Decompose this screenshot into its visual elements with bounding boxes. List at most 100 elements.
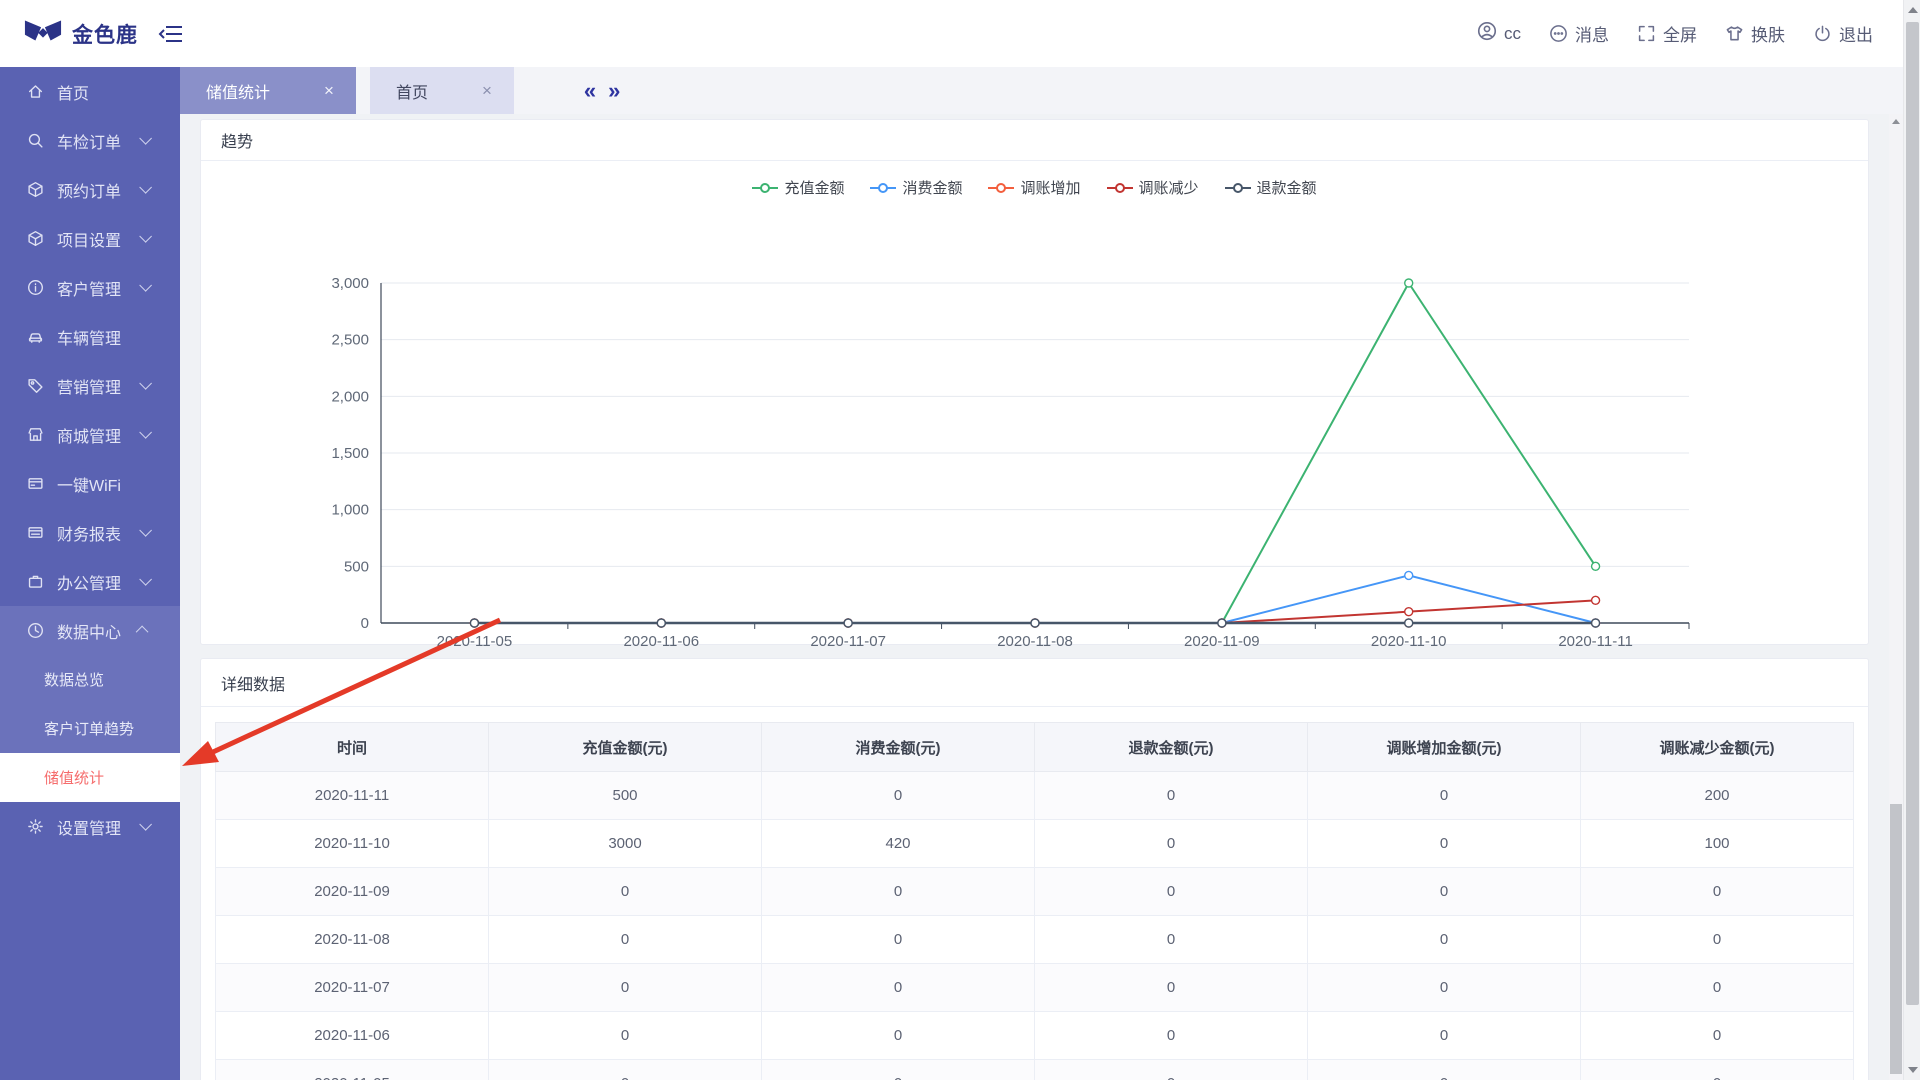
table-cell: 2020-11-07 [215,963,489,1012]
window-scrollbar-thumb[interactable] [1906,22,1919,1005]
sidebar-item-finance-reports[interactable]: 财务报表 [0,508,180,557]
data-point [1404,570,1414,581]
trend-card: 趋势 充值金额 消费金额 调账增加 调账减少 退款金额 0 500 1,000 1,500 2,… [200,119,1869,650]
sidebar-item-marketing-mgmt[interactable]: 营销管理 [0,361,180,410]
legend-item-0[interactable]: 充值金额 [752,177,844,198]
sidebar-item-vehicle-mgmt[interactable]: 车辆管理 [0,312,180,361]
legend-label: 调账减少 [1138,180,1199,197]
table-row: 2020-11-11 500 0 0 0 200 [215,771,1854,820]
briefcase-icon [28,575,43,588]
table-cell: 0 [1034,867,1308,916]
tab-bar: 储值统计 × 首页 × «» [180,67,1903,114]
header-action-logout[interactable]: 退出 [1813,21,1873,46]
data-icon [28,623,43,638]
sidebar-subitem-customer-order-trend[interactable]: 客户订单趋势 [0,704,180,753]
x-tick-label: 2020-11-08 [997,633,1073,650]
sidebar-subitem-data-overview[interactable]: 数据总览 [0,655,180,704]
chevron-up-icon [135,625,149,639]
tab-nav: «» [584,67,621,114]
sidebar-item-label: 财务报表 [57,526,122,544]
user-name: cc [1504,23,1521,43]
table-cell: 0 [1307,963,1581,1012]
tabs-scroll-right[interactable]: » [608,77,621,103]
scroll-up-arrow-icon[interactable] [1892,119,1900,124]
sidebar-item-customer-mgmt[interactable]: 客户管理 [0,263,180,312]
chevron-down-icon [139,230,152,243]
table-header-cell: 充值金额(元) [488,722,762,772]
sidebar-item-label: 预约订单 [57,183,122,201]
sidebar-item-booking-orders[interactable]: 预约订单 [0,165,180,214]
table-cell: 0 [488,1011,762,1060]
logo: 金色鹿 [24,16,184,51]
table-cell: 0 [488,1059,762,1080]
table-cell: 0 [1307,819,1581,868]
header-action-theme[interactable]: 换肤 [1725,21,1785,46]
tab-close-icon[interactable]: × [481,81,492,100]
sidebar-subitem-stored-value-stats[interactable]: 储值统计 [0,753,180,802]
legend-label: 退款金额 [1256,180,1317,197]
sidebar-item-home[interactable]: 首页 [0,67,180,116]
data-point [1404,618,1414,628]
table-header-cell: 时间 [215,722,489,772]
table-row: 2020-11-09 0 0 0 0 0 [215,867,1854,916]
sidebar-item-label: 一键WiFi [57,477,121,495]
tabs-scroll-left[interactable]: « [583,77,597,103]
table-cell: 2020-11-09 [215,867,489,916]
user-menu[interactable]: cc [1477,21,1521,46]
legend-marker [870,182,897,193]
chevron-down-icon [139,426,152,439]
x-tick-label: 2020-11-10 [1371,633,1447,650]
window-scrollbar[interactable] [1903,0,1920,1080]
tab-home[interactable]: 首页 × [369,67,514,114]
table-cell: 0 [1034,1011,1308,1060]
table-row: 2020-11-07 0 0 0 0 0 [215,963,1854,1012]
sidebar-item-label: 数据中心 [57,624,122,642]
sidebar-subitem-label: 数据总览 [44,672,105,689]
legend-item-3[interactable]: 调账减少 [1106,177,1199,198]
top-header: 金色鹿 cc 消息 全屏 换肤 退出 [0,0,1903,67]
tab-stored-value-stats[interactable]: 储值统计 × [180,67,356,114]
header-action-messages[interactable]: 消息 [1549,21,1609,46]
sidebar-subitem-label: 客户订单趋势 [44,721,135,738]
tab-close-icon[interactable]: × [324,81,334,100]
power-icon [1815,25,1830,42]
table-cell: 200 [1580,771,1854,820]
content-scrollbar-thumb[interactable] [1890,804,1902,1074]
legend-item-1[interactable]: 消费金额 [870,177,962,198]
sidebar-item-settings-mgmt[interactable]: 设置管理 [0,802,180,851]
sidebar-item-label: 客户管理 [57,281,122,299]
content-scrollbar[interactable] [1889,114,1903,1080]
table-row: 2020-11-06 0 0 0 0 0 [215,1011,1854,1060]
table-cell: 0 [1307,771,1581,820]
table-cell: 0 [1307,915,1581,964]
sidebar-item-label: 首页 [57,85,90,103]
table-cell: 0 [1580,963,1854,1012]
data-point [1590,595,1601,606]
sidebar-item-data-center[interactable]: 数据中心 [0,606,180,655]
header-action-fullscreen[interactable]: 全屏 [1637,21,1697,46]
detail-card-title: 详细数据 [201,659,1868,707]
legend-item-2[interactable]: 调账增加 [988,177,1081,198]
x-tick-label: 2020-11-09 [1184,633,1260,650]
sidebar-item-one-key-wifi[interactable]: 一键WiFi [0,459,180,508]
table-cell: 0 [1307,1059,1581,1080]
y-tick-label: 0 [361,615,369,632]
x-tick-label: 2020-11-11 [1558,633,1633,650]
avatar-icon [1477,21,1497,46]
y-tick-label: 2,500 [331,332,369,349]
sidebar-item-project-settings[interactable]: 项目设置 [0,214,180,263]
chevron-down-icon [139,132,152,145]
sidebar-item-label: 商城管理 [57,428,122,446]
sidebar-item-mall-mgmt[interactable]: 商城管理 [0,410,180,459]
detail-data-card: 详细数据 时间 充值金额(元) 消费金额(元) 退款金额(元) 调账增加金额(元) 调账减… [200,658,1869,1080]
window-scroll-up-icon[interactable] [1908,7,1918,13]
sidebar-item-office-mgmt[interactable]: 办公管理 [0,557,180,606]
sidebar-item-label: 车检订单 [57,134,122,152]
sidebar-item-inspection-orders[interactable]: 车检订单 [0,116,180,165]
sidebar-collapse-icon[interactable] [158,22,184,46]
main-area: 储值统计 × 首页 × «» 趋势 充值金额 消费金额 调账增加 调账减少 退款金额 0 500 1… [180,67,1903,1080]
window-scroll-down-icon[interactable] [1908,1067,1918,1073]
legend-marker [988,182,1015,193]
legend-item-4[interactable]: 退款金额 [1224,177,1317,198]
